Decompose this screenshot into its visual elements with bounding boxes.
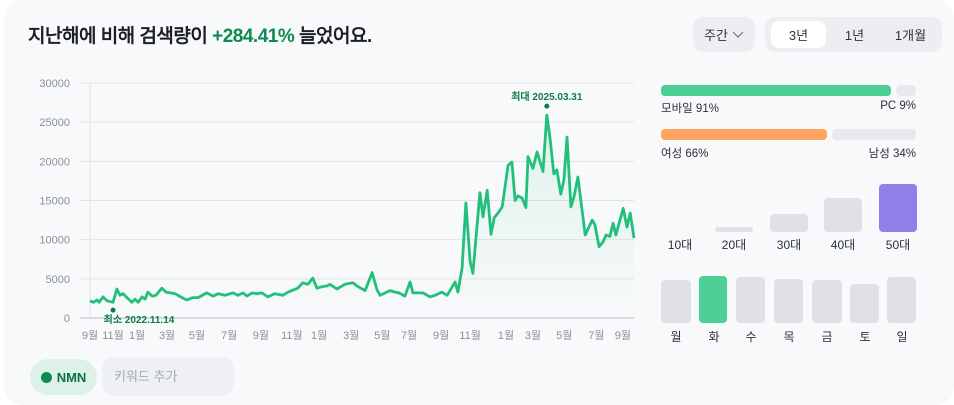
x-tick-label: 1월 <box>498 329 514 340</box>
x-tick-label: 9월 <box>615 329 631 340</box>
keyword-chip-label: NMN <box>56 369 87 385</box>
add-keyword-input[interactable] <box>102 357 234 396</box>
age-label: 10대 <box>667 238 693 252</box>
max-label: 최대 2025.03.31 <box>511 90 583 103</box>
weekday-label: 화 <box>708 330 720 344</box>
y-tick-label: 20000 <box>39 156 70 168</box>
interval-dropdown[interactable]: 주간 <box>693 17 755 52</box>
title-prefix: 지난해에 비해 검색량이 <box>28 26 208 47</box>
weekday-label: 목 <box>783 330 795 344</box>
x-tick-label: 11월 <box>102 329 124 340</box>
y-tick-label: 5000 <box>46 274 70 286</box>
weekday-label: 수 <box>745 330 757 344</box>
age-label: 20대 <box>721 238 747 252</box>
range-3y-tab[interactable]: 3년 <box>771 21 826 48</box>
range-selector: 3년 1년 1개월 <box>765 17 942 52</box>
y-tick-label: 15000 <box>39 196 70 208</box>
x-tick-label: 1월 <box>129 329 145 340</box>
weekday-bar <box>774 279 803 323</box>
female-label: 여성 66% <box>661 148 709 160</box>
series-color-dot <box>40 371 52 383</box>
title-suffix: 늘었어요. <box>299 26 372 47</box>
age-bar <box>879 184 917 232</box>
age-bar <box>770 214 808 232</box>
x-tick-label: 5월 <box>374 329 390 340</box>
series-area <box>90 115 634 318</box>
chevron-down-icon <box>732 27 744 42</box>
x-tick-label: 7월 <box>588 329 604 340</box>
weekday-bar <box>887 276 916 323</box>
interval-label: 주간 <box>704 28 728 43</box>
x-tick-label: 3월 <box>525 329 541 340</box>
x-tick-label: 9월 <box>82 329 98 340</box>
series-line-nmn <box>89 113 636 304</box>
x-tick-label: 9월 <box>433 329 449 340</box>
range-1y-tab[interactable]: 1년 <box>844 28 865 43</box>
mobile-label: 모바일 91% <box>661 103 719 115</box>
y-tick-label: 0 <box>64 313 70 325</box>
y-tick-label: 30000 <box>39 78 70 90</box>
range-1m-tab[interactable]: 1개월 <box>894 28 927 43</box>
x-tick-label: 5월 <box>556 329 572 340</box>
female-share-bar <box>661 129 827 140</box>
male-label: 남성 34% <box>868 148 916 160</box>
weekday-label: 토 <box>859 330 871 344</box>
weekday-label: 월 <box>670 330 682 344</box>
min-label: 최소 2022.11.14 <box>104 313 175 326</box>
male-share-bar <box>832 129 916 140</box>
pc-label: PC 9% <box>880 100 916 112</box>
change-percent: +284.41% <box>212 26 295 47</box>
weekday-label: 금 <box>821 330 833 344</box>
y-tick-label: 25000 <box>39 117 70 129</box>
mobile-share-bar <box>661 85 891 96</box>
x-tick-label: 7월 <box>401 329 417 340</box>
age-bar <box>715 227 753 232</box>
x-tick-label: 11월 <box>459 329 481 340</box>
age-label: 30대 <box>776 238 802 252</box>
page-title: 지난해에 비해 검색량이 +284.41% 늘었어요. <box>28 21 372 48</box>
min-marker <box>110 307 116 313</box>
x-tick-label: 11월 <box>281 329 303 340</box>
max-marker <box>544 103 550 109</box>
search-volume-chart: 0 5000 10000 15000 20000 25000 30000 9월 11월 1월 3월 5… <box>39 78 636 340</box>
weekday-bar <box>850 284 879 323</box>
x-tick-label: 1월 <box>311 329 327 340</box>
age-label: 40대 <box>830 238 856 252</box>
x-tick-label: 7월 <box>221 329 237 340</box>
weekday-bar <box>661 279 691 323</box>
age-bar <box>824 197 862 232</box>
weekday-bar <box>736 276 765 323</box>
pc-share-bar <box>896 85 916 96</box>
x-tick-label: 5월 <box>189 329 205 340</box>
y-tick-label: 10000 <box>39 235 70 247</box>
keyword-chip-nmn[interactable]: NMN <box>30 359 97 395</box>
x-tick-label: 3월 <box>159 329 175 340</box>
x-tick-label: 3월 <box>343 329 359 340</box>
weekday-bar <box>699 276 727 323</box>
weekday-label: 일 <box>896 330 908 344</box>
age-label: 50대 <box>885 238 911 252</box>
x-tick-label: 9월 <box>253 329 269 340</box>
weekday-bar <box>812 280 842 323</box>
